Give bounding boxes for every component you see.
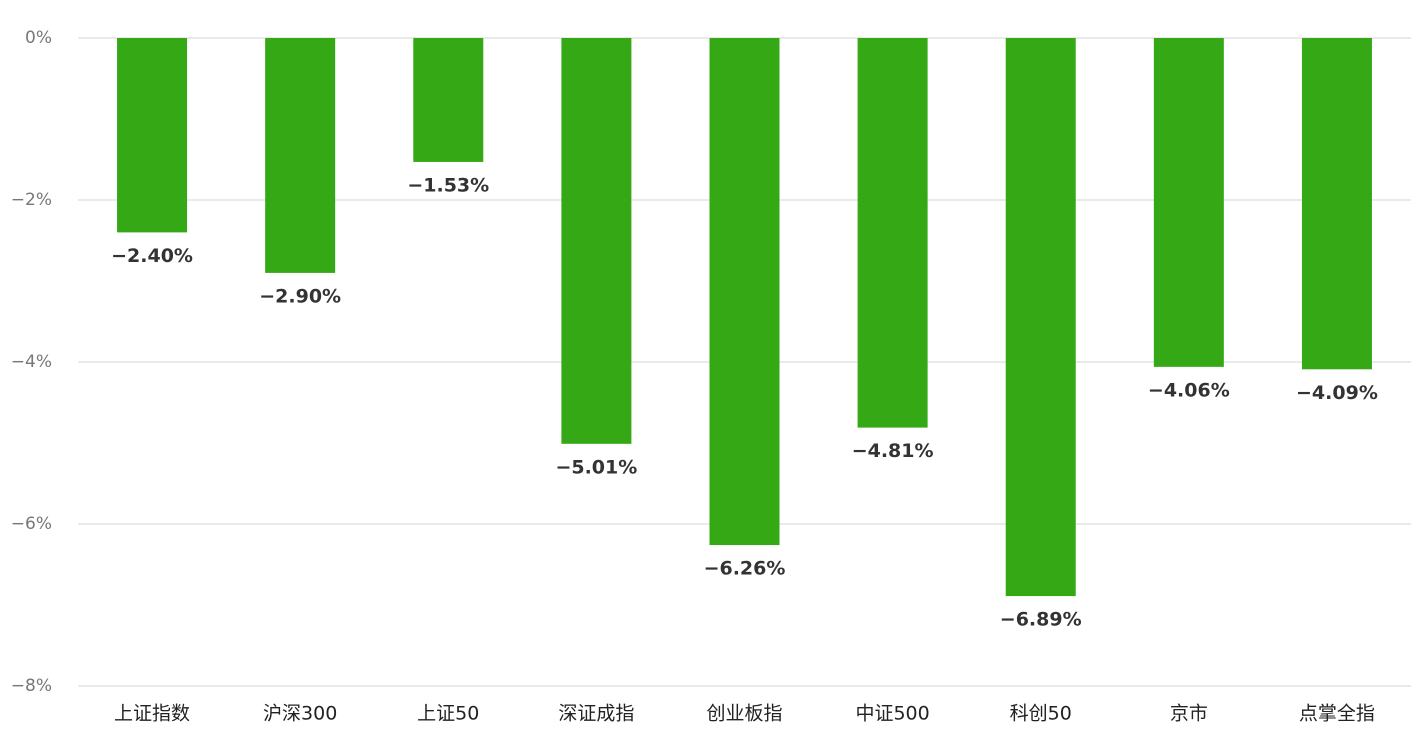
bar bbox=[117, 38, 188, 233]
bar bbox=[1005, 38, 1076, 597]
x-tick-label: 京市 bbox=[1170, 703, 1208, 725]
value-label: −2.90% bbox=[259, 285, 341, 307]
value-label: −5.01% bbox=[555, 456, 637, 478]
value-label: −4.06% bbox=[1148, 379, 1230, 401]
value-label: −4.09% bbox=[1296, 382, 1378, 404]
y-tick-label: −4% bbox=[11, 352, 52, 372]
bar bbox=[1153, 38, 1224, 367]
bar bbox=[1301, 38, 1372, 370]
y-tick-label: −2% bbox=[11, 190, 52, 210]
x-tick-label: 深证成指 bbox=[558, 703, 634, 725]
bar bbox=[561, 38, 632, 444]
bar bbox=[709, 38, 780, 546]
value-label: −4.81% bbox=[852, 440, 934, 462]
x-tick-label: 上证50 bbox=[417, 703, 479, 725]
y-tick-label: 0% bbox=[25, 28, 52, 48]
y-tick-label: −8% bbox=[11, 676, 52, 696]
value-label: −6.26% bbox=[704, 558, 786, 580]
value-label: −2.40% bbox=[111, 245, 193, 267]
x-tick-label: 沪深300 bbox=[263, 703, 337, 725]
bar bbox=[265, 38, 336, 273]
x-tick-label: 中证500 bbox=[855, 703, 929, 725]
y-tick-label: −6% bbox=[11, 514, 52, 534]
bar bbox=[857, 38, 928, 428]
x-tick-label: 点掌全指 bbox=[1299, 703, 1375, 725]
bar bbox=[413, 38, 484, 162]
x-tick-label: 上证指数 bbox=[114, 703, 190, 725]
value-label: −1.53% bbox=[407, 174, 489, 196]
value-label: −6.89% bbox=[1000, 609, 1082, 631]
x-tick-label: 创业板指 bbox=[706, 703, 782, 725]
x-tick-label: 科创50 bbox=[1010, 703, 1072, 725]
